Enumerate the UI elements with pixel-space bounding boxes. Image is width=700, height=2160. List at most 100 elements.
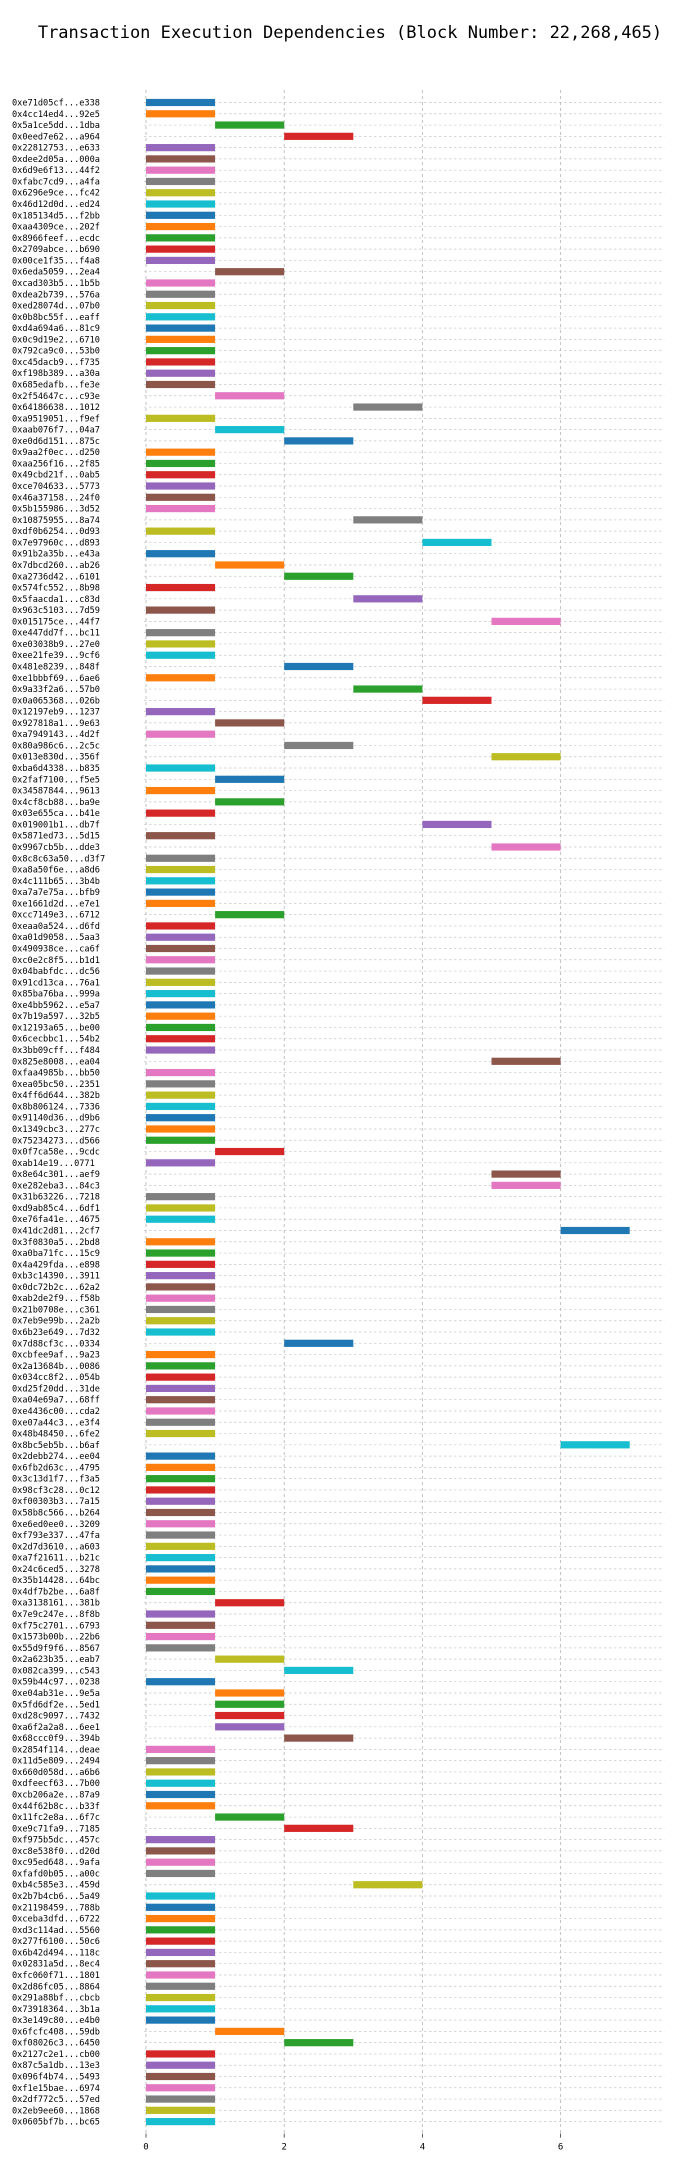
tx-label: 0xdea2b739...576a (12, 290, 100, 300)
tx-label: 0x6cecbbc1...54b2 (12, 1035, 100, 1045)
tx-label: 0xa3138161...381b (12, 1599, 100, 1609)
dependency-bar (215, 1813, 285, 1821)
tx-label: 0xe1661d2d...e7e1 (12, 899, 100, 909)
dependency-bar (284, 1734, 354, 1742)
tx-label: 0xe04ab31e...9e5a (12, 1689, 100, 1699)
tx-label: 0x2854f114...deae (12, 1745, 100, 1755)
dependency-bar (353, 685, 423, 693)
dependency-bar (146, 245, 216, 253)
tx-label: 0x48b48450...6fe2 (12, 1430, 100, 1440)
tx-label: 0x8bc5eb5b...b6af (12, 1441, 100, 1451)
tx-label: 0x2a13684b...0086 (12, 1362, 100, 1372)
dependency-bar (146, 1497, 216, 1505)
dependency-bar (146, 527, 216, 535)
tx-label: 0xe4436c00...cda2 (12, 1407, 100, 1417)
dependency-bar (146, 290, 216, 298)
dependency-bar (146, 583, 216, 592)
dependency-bar (146, 606, 216, 614)
tx-label: 0xdfeecf63...7b00 (12, 1779, 100, 1789)
dependency-bar (560, 1441, 630, 1449)
tx-label: 0x3e149c80...e4b0 (12, 2016, 100, 2026)
dependency-bar (215, 1147, 285, 1156)
tx-label: 0x49cbd21f...0ab5 (12, 471, 100, 481)
dependency-bar (146, 1610, 216, 1618)
tx-label: 0xa9519051...f9ef (12, 414, 100, 424)
tx-label: 0x3f0830a5...2bd8 (12, 1238, 100, 1248)
dependency-bar (215, 1723, 285, 1731)
tx-label: 0xcbfee9af...9a23 (12, 1351, 100, 1361)
tx-label: 0xa7949143...4d2f (12, 730, 100, 740)
dependency-bar (146, 1136, 216, 1144)
tx-label: 0xf08026c3...6450 (12, 2039, 100, 2049)
tx-label: 0x31b63226...7218 (12, 1193, 100, 1203)
dependency-bar (284, 1824, 354, 1832)
dependency-bar (146, 1914, 216, 1923)
dependency-bar (146, 1621, 216, 1629)
tx-label: 0xe282eba3...84c3 (12, 1181, 100, 1191)
tx-label: 0x68ccc0f9...394b (12, 1734, 100, 1744)
tx-label: 0xe447dd7f...bc11 (12, 629, 100, 639)
dependency-bar (146, 1632, 216, 1641)
dependency-bar (146, 2061, 216, 2069)
dependency-bar (146, 1001, 216, 1009)
tx-label: 0xaab076f7...04a7 (12, 426, 100, 436)
tx-label: 0x11fc2e8a...6f7c (12, 1813, 100, 1823)
tx-label: 0x04babfdc...dc56 (12, 967, 100, 977)
dependency-bar (146, 899, 216, 907)
dependency-bar (146, 640, 216, 648)
tx-label: 0x2d86fc05...8864 (12, 1982, 100, 1992)
tx-label: 0x2b7b4cb6...5a49 (12, 1892, 100, 1902)
dependency-bar (284, 437, 354, 445)
dependency-bar (284, 741, 354, 750)
tx-label: 0xe07a44c3...e3f4 (12, 1418, 100, 1428)
dependency-bar (146, 1802, 216, 1810)
dependency-bar (146, 865, 216, 874)
dependency-bar (146, 1565, 216, 1573)
tx-label: 0xf1e15bae...6974 (12, 2084, 100, 2094)
dependency-bar (146, 629, 216, 637)
chart-title: Transaction Execution Dependencies (Bloc… (38, 23, 662, 43)
dependency-bar (353, 595, 423, 603)
dependency-bar (146, 1948, 216, 1957)
tx-label: 0x85ba76ba...999a (12, 990, 100, 1000)
dependency-bar (215, 1655, 285, 1663)
dependency-bar (146, 369, 216, 377)
dependency-bar (491, 753, 561, 761)
dependency-bar (146, 222, 216, 231)
tx-label: 0x096f4b74...5493 (12, 2073, 100, 2083)
tx-label: 0x55d9f9f6...8567 (12, 1644, 100, 1654)
tx-label: 0x03e655ca...b41e (12, 809, 100, 819)
tx-label: 0x034cc8f2...054b (12, 1373, 100, 1383)
dependency-bar (353, 516, 423, 524)
dependency-bar (146, 2095, 216, 2103)
tx-label: 0x11d5e809...2494 (12, 1757, 100, 1767)
tx-label: 0x5b155986...3d52 (12, 505, 100, 515)
tx-label: 0xf793e337...47fa (12, 1531, 100, 1541)
tx-label: 0xc45dacb9...f735 (12, 358, 100, 368)
dependency-bar (215, 1700, 285, 1708)
dependency-bar (146, 155, 216, 163)
tx-label: 0x927818a1...9e63 (12, 719, 100, 729)
tx-label: 0x6fb2d63c...4795 (12, 1463, 100, 1473)
dependency-bar (215, 426, 285, 434)
dependency-bar (146, 1068, 216, 1077)
dependency-bar (215, 392, 285, 400)
dependency-bar (146, 324, 216, 332)
tx-label: 0x6eda5059...2ea4 (12, 268, 100, 278)
dependency-bar (215, 798, 285, 806)
dependency-bar (146, 1035, 216, 1043)
dependency-bar (146, 1159, 216, 1167)
dependency-bar (146, 110, 216, 118)
dependency-bar (146, 674, 216, 682)
tx-label: 0xceba3dfd...6722 (12, 1915, 100, 1925)
tx-label: 0x6fcfc408...59db (12, 2027, 100, 2037)
dependency-bar (422, 696, 492, 704)
tx-label: 0xf198b389...a30a (12, 369, 100, 379)
tx-label: 0x2df772c5...57ed (12, 2095, 100, 2105)
tx-label: 0xe9c71fa9...7185 (12, 1824, 100, 1834)
tx-label: 0xab14e19...0771 (12, 1159, 95, 1169)
tx-label: 0x46d12d0d...ed24 (12, 200, 100, 210)
tx-label: 0x44f62b8c...b33f (12, 1802, 100, 1812)
tx-label: 0x660d058d...a6b6 (12, 1768, 100, 1778)
